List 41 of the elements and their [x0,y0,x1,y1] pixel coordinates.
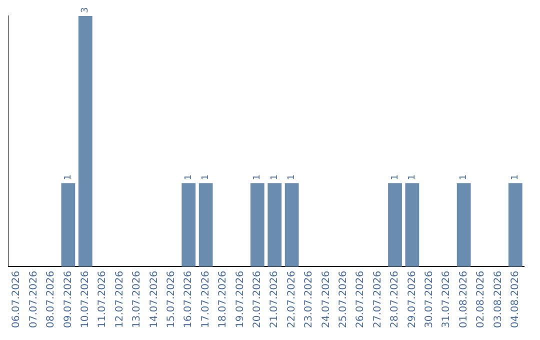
x-tick-label: 31.07.2026 [441,270,452,328]
x-tick-label: 17.07.2026 [200,270,212,328]
x-tick-label: 06.07.2026 [11,270,22,328]
x-tick-label: 15.07.2026 [166,270,177,328]
x-tick-label: 11.07.2026 [97,270,108,328]
data-label: 1 [64,174,74,180]
x-tick-label: 27.07.2026 [372,270,384,328]
data-label: 1 [270,174,280,180]
x-tick-label: 22.07.2026 [286,270,298,328]
x-tick-label: 09.07.2026 [62,270,74,328]
x-tick-label: 28.07.2026 [390,270,401,328]
x-tick-label: 26.07.2026 [355,270,366,328]
x-tick-label: 12.07.2026 [114,270,126,328]
x-tick-label: 02.08.2026 [476,270,487,328]
x-tick-label: 30.07.2026 [424,270,435,328]
x-tick-label: 13.07.2026 [132,270,143,328]
x-tick-label: 20.07.2026 [252,270,263,328]
data-label: 1 [390,174,400,180]
data-label: 1 [184,174,194,180]
data-label: 1 [408,174,418,180]
x-tick-label: 01.08.2026 [458,270,470,328]
x-tick-label: 03.08.2026 [492,270,504,328]
x-tick-label: 10.07.2026 [80,270,91,328]
data-label: 1 [201,174,212,180]
x-tick-label: 29.07.2026 [406,270,418,328]
x-tick-label: 16.07.2026 [183,270,194,328]
x-tick-label: 18.07.2026 [218,270,229,328]
x-tick-label: 24.07.2026 [320,270,332,328]
x-tick-label: 07.07.2026 [28,270,40,328]
data-label: 1 [459,174,470,180]
x-tick-label: 04.08.2026 [510,270,521,328]
data-label: 1 [252,174,263,180]
x-tick-label: 08.07.2026 [46,270,57,328]
data-label: 1 [287,174,298,180]
x-tick-label: 25.07.2026 [338,270,349,328]
x-tick-label: 23.07.2026 [304,270,315,328]
x-tick-label: 21.07.2026 [269,270,280,328]
x-tick-label: 19.07.2026 [234,270,246,328]
data-label: 1 [510,174,521,180]
data-label: 3 [80,7,91,13]
x-tick-label: 14.07.2026 [148,270,160,328]
